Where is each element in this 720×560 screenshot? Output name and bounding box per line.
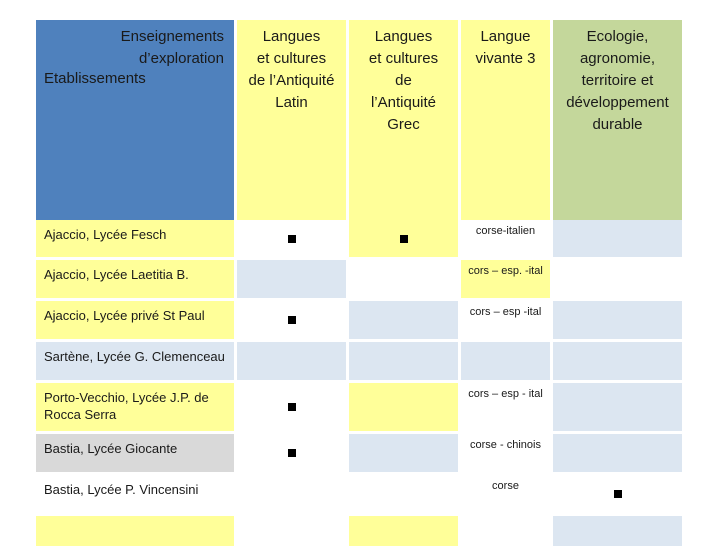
corner-header-subjects: Enseignements d’exploration — [121, 26, 224, 70]
school-name-cell: Bastia, Lycée P. Vincensini — [36, 475, 234, 513]
offered-square-icon — [287, 234, 296, 243]
grec-cell — [346, 434, 458, 472]
offered-square-icon — [287, 449, 296, 457]
table-row-cutoff — [36, 513, 682, 546]
school-name: Sartène, Lycée G. Clemenceau — [44, 349, 225, 364]
table-body: Ajaccio, Lycée Fesch corse-italien Ajaccio… — [36, 220, 682, 546]
lv3-cell: corse-italien — [458, 220, 550, 257]
ecologie-cell — [550, 260, 682, 298]
lv3-languages — [461, 342, 550, 347]
cutoff-cell — [234, 516, 346, 546]
school-name: Bastia, Lycée P. Vincensini — [44, 482, 199, 497]
lv3-languages: corse-italien — [475, 225, 536, 237]
corner-line-1: Enseignements — [120, 28, 224, 45]
grec-cell — [346, 475, 458, 513]
table-row: Bastia, Lycée P. Vincensini corse — [36, 472, 682, 513]
latin-cell — [234, 342, 346, 380]
lv3-cell: cors – esp - ital — [458, 383, 550, 431]
offered-square-icon — [287, 403, 296, 411]
lv3-cell — [458, 342, 550, 380]
header-latin: Langues et cultures de l’Antiquité Latin — [234, 20, 346, 220]
school-name-cell: Ajaccio, Lycée Laetitia B. — [36, 260, 234, 298]
school-name: Ajaccio, Lycée Fesch — [44, 227, 167, 242]
lv3-languages: cors – esp - ital — [468, 388, 543, 400]
ecologie-cell — [550, 383, 682, 431]
ecologie-cell — [550, 434, 682, 472]
school-name: Porto-Vecchio, Lycée J.P. de Rocca Serra — [44, 390, 209, 422]
latin-cell — [234, 383, 346, 431]
offered-square-icon — [613, 490, 622, 498]
header-ecologie: Ecologie, agronomie, territoire et dévelop… — [550, 20, 682, 220]
cutoff-cell — [458, 516, 550, 546]
header-grec: Langues et cultures de l’Antiquité Grec — [346, 20, 458, 220]
latin-cell — [234, 475, 346, 513]
cutoff-cell — [346, 516, 458, 546]
offered-square-icon — [399, 234, 408, 243]
table-row: Porto-Vecchio, Lycée J.P. de Rocca Serra… — [36, 380, 682, 431]
school-name: Ajaccio, Lycée privé St Paul — [44, 308, 205, 323]
ecologie-cell — [550, 220, 682, 257]
corner-header-cell: Enseignements d’exploration Etablissemen… — [36, 20, 234, 220]
table-row: Bastia, Lycée Giocante corse - chinois — [36, 431, 682, 472]
cutoff-cell — [550, 516, 682, 546]
grec-cell — [346, 220, 458, 257]
lv3-languages: corse — [492, 480, 519, 492]
lv3-languages: cors – esp -ital — [469, 306, 542, 318]
table-row: Ajaccio, Lycée privé St Paul cors – esp -… — [36, 298, 682, 339]
lv3-cell: cors – esp -ital — [458, 301, 550, 339]
corner-header-schools: Etablissements — [44, 70, 146, 87]
school-name-cell: Sartène, Lycée G. Clemenceau — [36, 342, 234, 380]
grec-cell — [346, 342, 458, 380]
table-row: Ajaccio, Lycée Laetitia B. cors – esp. -i… — [36, 257, 682, 298]
school-name-cell: Ajaccio, Lycée Fesch — [36, 220, 234, 257]
corner-line-2: d’exploration — [138, 50, 224, 67]
school-name: Ajaccio, Lycée Laetitia B. — [44, 267, 189, 282]
school-name-cell: Ajaccio, Lycée privé St Paul — [36, 301, 234, 339]
grec-cell — [346, 383, 458, 431]
latin-cell — [234, 301, 346, 339]
lv3-cell: corse — [458, 475, 550, 513]
schools-table: Enseignements d’exploration Etablissemen… — [36, 20, 682, 560]
lv3-cell: corse - chinois — [458, 434, 550, 472]
header-row: Enseignements d’exploration Etablissemen… — [36, 20, 682, 220]
table-row: Sartène, Lycée G. Clemenceau — [36, 339, 682, 380]
lv3-languages: corse - chinois — [470, 439, 541, 451]
lv3-languages: cors – esp. -ital — [468, 265, 543, 277]
ecologie-cell — [550, 301, 682, 339]
school-name: Bastia, Lycée Giocante — [44, 441, 178, 456]
school-name-cell: Bastia, Lycée Giocante — [36, 434, 234, 472]
ecologie-cell — [550, 342, 682, 380]
grec-cell — [346, 301, 458, 339]
ecologie-cell — [550, 475, 682, 513]
grec-cell — [346, 260, 458, 298]
header-lv3: Langue vivante 3 — [458, 20, 550, 220]
latin-cell — [234, 260, 346, 298]
lv3-cell: cors – esp. -ital — [458, 260, 550, 298]
latin-cell — [234, 220, 346, 257]
cutoff-cell — [36, 516, 234, 546]
table-row: Ajaccio, Lycée Fesch corse-italien — [36, 220, 682, 257]
latin-cell — [234, 434, 346, 472]
offered-square-icon — [287, 316, 296, 324]
school-name-cell: Porto-Vecchio, Lycée J.P. de Rocca Serra — [36, 383, 234, 431]
